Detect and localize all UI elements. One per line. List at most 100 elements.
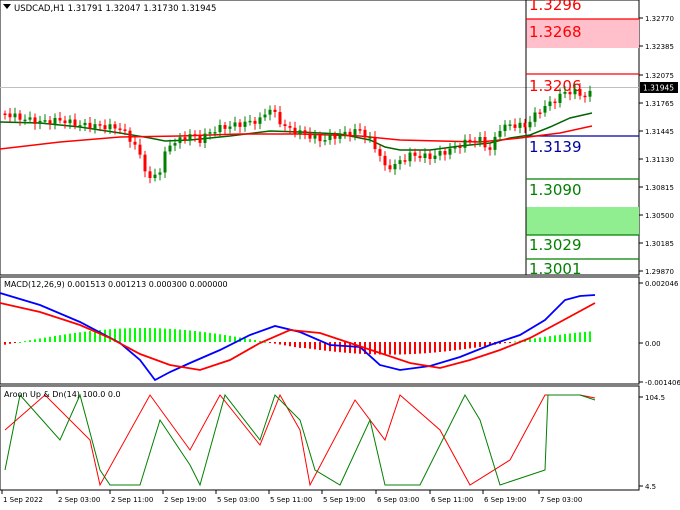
candle-body	[403, 160, 407, 162]
candle-body	[73, 119, 77, 126]
candle-body	[98, 124, 102, 126]
candle-body	[128, 130, 132, 142]
macd-histogram-bar	[199, 331, 201, 342]
candle-body	[378, 149, 382, 156]
macd-histogram-bar	[144, 328, 146, 342]
price-axis: 1.32770 1.32385 1.32075 1.31765 1.31445 1.311…	[639, 15, 674, 276]
candle-body	[218, 125, 222, 133]
macd-histogram-bar	[464, 342, 466, 350]
candle-body	[158, 172, 162, 175]
candle-body	[393, 164, 397, 170]
macd-histogram-bar	[164, 328, 166, 342]
candle-body	[198, 135, 202, 143]
macd-histogram-bar	[84, 331, 86, 342]
macd-histogram-bar	[259, 340, 261, 342]
macd-histogram-bar	[249, 339, 251, 342]
macd-tick-label: -0.001406	[645, 379, 680, 387]
candle-body	[508, 124, 512, 126]
candle-body	[63, 120, 67, 124]
macd-histogram-bar	[64, 334, 66, 342]
candle-body	[283, 124, 287, 127]
level-label: 1.3029	[529, 236, 582, 254]
macd-histogram-bar	[224, 335, 226, 342]
macd-histogram-bar	[234, 336, 236, 342]
macd-histogram-bar	[19, 342, 21, 343]
macd-histogram-bar	[574, 332, 576, 342]
candle-body	[153, 174, 157, 179]
candle-body	[353, 129, 357, 136]
macd-histogram-bar	[179, 329, 181, 342]
candle-body	[333, 134, 337, 139]
macd-histogram-bar	[404, 342, 406, 355]
macd-histogram-bar	[299, 342, 301, 348]
candlesticks	[3, 83, 592, 184]
candle-body	[423, 153, 427, 159]
macd-histogram-bar	[334, 342, 336, 352]
macd-histogram-bar	[414, 342, 416, 354]
macd-histogram-bar	[29, 340, 31, 342]
price-tick-label: 1.32075	[645, 72, 674, 80]
candle-body	[168, 145, 172, 152]
macd-histogram-bar	[424, 342, 426, 354]
level-label: 1.3296	[529, 0, 582, 14]
macd-histogram-bar	[109, 329, 111, 342]
candle-body	[103, 125, 107, 130]
macd-histogram-bar	[509, 342, 511, 343]
macd-histogram-bar	[59, 335, 61, 342]
price-panel[interactable]: 1.3296 1.3268 1.3206 1.3139 1.3090 1.3029 1.30…	[0, 0, 640, 278]
macd-histogram-bar	[119, 328, 121, 342]
macd-histogram-bar	[54, 335, 56, 342]
macd-histogram-bar	[94, 330, 96, 342]
macd-histogram-bar	[244, 338, 246, 342]
macd-histogram-bar	[429, 342, 431, 353]
signal-line	[0, 302, 596, 371]
macd-histogram-bar	[354, 342, 356, 354]
candle-body	[543, 106, 547, 113]
macd-histogram-bar	[454, 342, 456, 351]
macd-histogram-bar	[79, 332, 81, 342]
candle-body	[203, 133, 207, 143]
candle-body	[248, 120, 252, 123]
macd-histogram-bar	[154, 328, 156, 342]
candle-body	[553, 101, 557, 104]
candle-body	[58, 117, 62, 121]
macd-histogram-bar	[564, 334, 566, 342]
macd-panel[interactable]: MACD(12,26,9) 0.001513 0.001213 0.000300…	[0, 276, 640, 385]
current-price-label: 1.31945	[643, 84, 674, 93]
macd-histogram-bar	[34, 339, 36, 342]
macd-histogram-bar	[174, 329, 176, 342]
macd-histogram-bar	[399, 342, 401, 355]
candle-body	[533, 112, 537, 122]
macd-histogram-bar	[544, 336, 546, 342]
macd-histogram-bar	[489, 342, 491, 346]
current-price-tag: 1.31945	[640, 82, 678, 93]
candle-body	[263, 114, 267, 118]
candle-body	[233, 122, 237, 127]
macd-histogram-bar	[74, 332, 76, 342]
macd-histogram-bar	[114, 328, 116, 342]
triangle-down-icon[interactable]	[3, 4, 11, 9]
level-label: 1.3090	[529, 181, 582, 199]
time-tick-label: 6 Sep 03:00	[377, 496, 419, 504]
macd-histogram-bar	[559, 334, 561, 342]
candle-body	[123, 129, 127, 131]
candle-body	[498, 130, 502, 137]
candle-body	[453, 146, 457, 149]
macd-histogram-bar	[479, 342, 481, 347]
candle-body	[438, 151, 442, 156]
price-tick-label: 1.32385	[645, 43, 674, 51]
macd-histogram-bar	[339, 342, 341, 353]
candle-body	[563, 91, 567, 94]
candle-body	[588, 90, 592, 97]
macd-histogram-bar	[134, 328, 136, 342]
candle-body	[258, 117, 262, 124]
time-tick-label: 2 Sep 19:00	[164, 496, 206, 504]
macd-histogram-bar	[344, 342, 346, 353]
candle-body	[93, 124, 97, 129]
candle-body	[293, 127, 297, 134]
candle-body	[548, 101, 552, 107]
candle-body	[478, 137, 482, 142]
candle-body	[343, 131, 347, 135]
macd-histogram-bar	[49, 336, 51, 342]
aroon-panel[interactable]: Aroon Up & Dn(14) 100.0 0.0	[0, 385, 640, 491]
